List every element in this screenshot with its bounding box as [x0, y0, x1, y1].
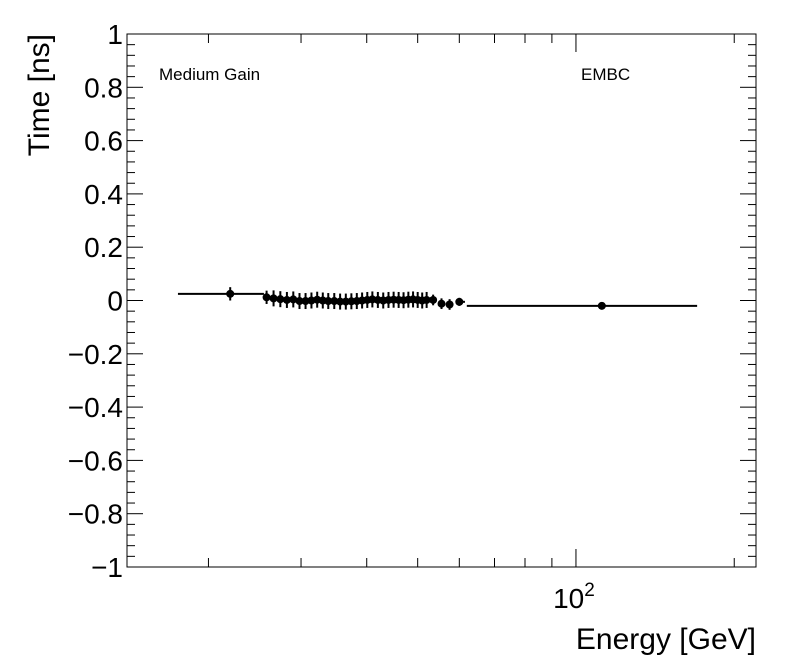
- y-tick-label: −0.2: [68, 339, 123, 370]
- data-point: [289, 295, 298, 304]
- data-point: [330, 297, 339, 306]
- x-tick-label-exponent: 2: [584, 580, 595, 601]
- y-tick-label: −1: [91, 552, 123, 583]
- data-point: [445, 300, 454, 309]
- data-point-group: [269, 290, 278, 307]
- y-tick-labels: 1 0.8 0.6 0.4 0.2 0 −0.2 −0.4 −0.6 −0.8 −1: [68, 19, 123, 583]
- data-point: [295, 297, 304, 306]
- data-point: [269, 294, 278, 303]
- data-point: [422, 295, 431, 304]
- data-point-group: [429, 294, 438, 306]
- data-point: [597, 301, 606, 310]
- y-tick-label: 0.8: [84, 72, 123, 103]
- data-point: [226, 289, 235, 298]
- data-point: [437, 299, 446, 308]
- data-point-group: [289, 291, 298, 308]
- data-point: [336, 297, 345, 306]
- x-tick-label: 102: [553, 580, 595, 614]
- data-point-group: [295, 293, 304, 310]
- y-axis-title: Time [ns]: [23, 34, 56, 156]
- y-tick-label: 0.6: [84, 126, 123, 157]
- region-annotation: EMBC: [581, 65, 630, 84]
- x-tick-label-base: 10: [553, 583, 584, 614]
- data-point-group: [455, 297, 465, 306]
- y-tick-label: 0: [107, 286, 123, 317]
- y-tick-label: 0.2: [84, 232, 123, 263]
- data-point-group: [466, 301, 698, 310]
- data-point: [276, 295, 285, 304]
- data-point-group: [276, 291, 285, 308]
- data-points: [177, 287, 698, 310]
- x-tick-labels: 102: [553, 580, 595, 614]
- data-point: [262, 293, 271, 302]
- y-tick-label: 1: [107, 19, 123, 50]
- data-point-group: [336, 293, 345, 310]
- data-point-group: [282, 291, 291, 308]
- data-point: [455, 297, 464, 306]
- data-point: [324, 297, 333, 306]
- data-point: [301, 297, 310, 306]
- y-tick-label: 0.4: [84, 179, 123, 210]
- y-tick-label: −0.6: [68, 445, 123, 476]
- data-point-group: [177, 287, 264, 301]
- axis-ticks: [127, 33, 756, 568]
- data-point-group: [262, 290, 271, 304]
- data-point-group: [422, 291, 431, 308]
- data-point: [429, 295, 438, 304]
- y-tick-label: −0.8: [68, 499, 123, 530]
- data-point-group: [437, 298, 446, 310]
- data-point-group: [445, 299, 454, 310]
- data-point: [282, 295, 291, 304]
- x-axis-title: Energy [GeV]: [576, 623, 756, 656]
- y-tick-label: −0.4: [68, 392, 123, 423]
- gain-annotation: Medium Gain: [159, 65, 260, 84]
